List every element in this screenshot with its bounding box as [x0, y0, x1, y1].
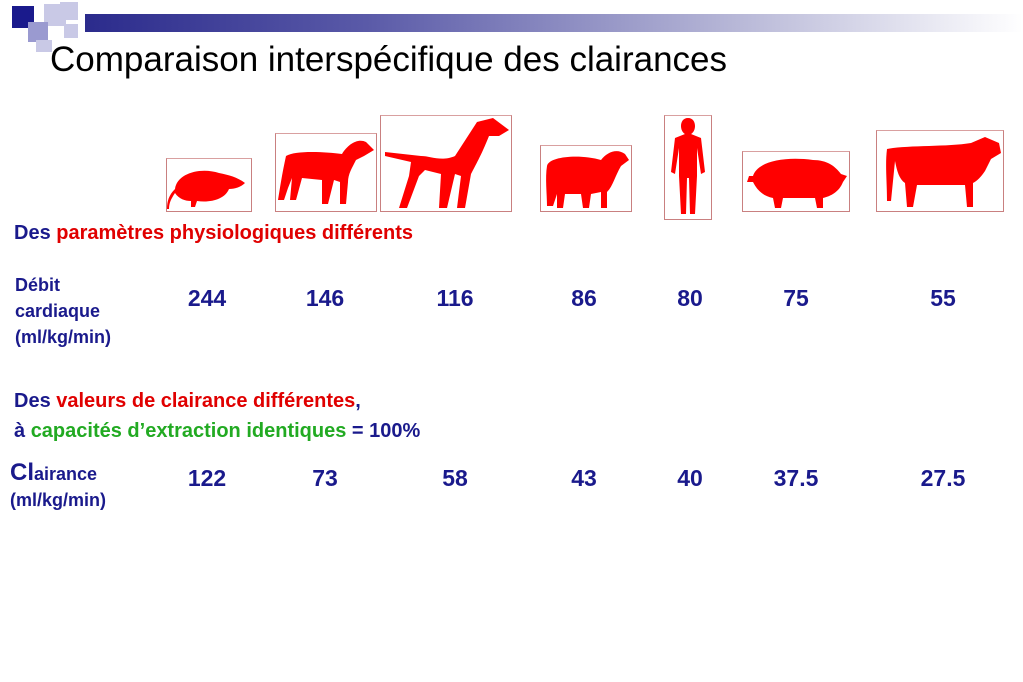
- clearance-value: 37.5: [773, 465, 819, 491]
- cardiac-output-value: 80: [677, 285, 703, 311]
- pig-icon: [742, 151, 850, 212]
- section-heading-clearance: Des valeurs de clairance différentes, à …: [14, 386, 420, 446]
- human-icon: [664, 115, 712, 220]
- clearance-value: 40: [677, 465, 703, 491]
- slide-title: Comparaison interspécifique des clairanc…: [50, 40, 728, 79]
- cardiac-output-value: 146: [305, 285, 345, 311]
- cardiac-output-label-line2: cardiaque: [15, 301, 101, 321]
- large-dog-icon: [380, 115, 512, 212]
- cardiac-output-label-line3: (ml/kg/min): [15, 327, 112, 347]
- clearance-label-rest: airance: [34, 464, 98, 484]
- sheep-icon: [540, 145, 632, 212]
- cow-icon: [876, 130, 1004, 212]
- dog-icon: [275, 133, 377, 212]
- clearance-value: 122: [187, 465, 227, 491]
- cardiac-output-value: 55: [930, 285, 956, 311]
- section2-line2-prefix: à: [14, 420, 31, 442]
- section-heading-parameters: Des paramètres physiologiques différents: [14, 222, 413, 245]
- cardiac-output-label-line1: Débit: [15, 275, 60, 295]
- clearance-value: 43: [571, 465, 597, 491]
- section2-line2-suffix: = 100%: [346, 420, 421, 442]
- clearance-value: 27.5: [920, 465, 966, 491]
- section2-line1-suffix: ,: [355, 390, 361, 412]
- clearance-label-cl: Cl: [10, 459, 34, 486]
- section1-highlight: paramètres physiologiques différents: [56, 222, 414, 244]
- section1-prefix: Des: [14, 222, 57, 244]
- header-bar: [85, 14, 1023, 32]
- clearance-value: 73: [312, 465, 338, 491]
- section2-line2-highlight: capacités d’extraction identiques: [30, 420, 347, 442]
- cardiac-output-value: 244: [187, 285, 227, 311]
- cardiac-output-value: 116: [436, 285, 474, 311]
- section2-line1-prefix: Des: [14, 390, 57, 412]
- clearance-value: 58: [442, 465, 468, 491]
- section2-line1-highlight: valeurs de clairance différentes: [56, 390, 356, 412]
- rat-icon: [166, 158, 252, 212]
- clearance-label: Clairance (ml/kg/min): [10, 460, 106, 513]
- clearance-label-unit: (ml/kg/min): [10, 490, 107, 510]
- cardiac-output-value: 75: [783, 285, 809, 311]
- cardiac-output-value: 86: [571, 285, 597, 311]
- cardiac-output-label: Débit cardiaque (ml/kg/min): [15, 272, 111, 350]
